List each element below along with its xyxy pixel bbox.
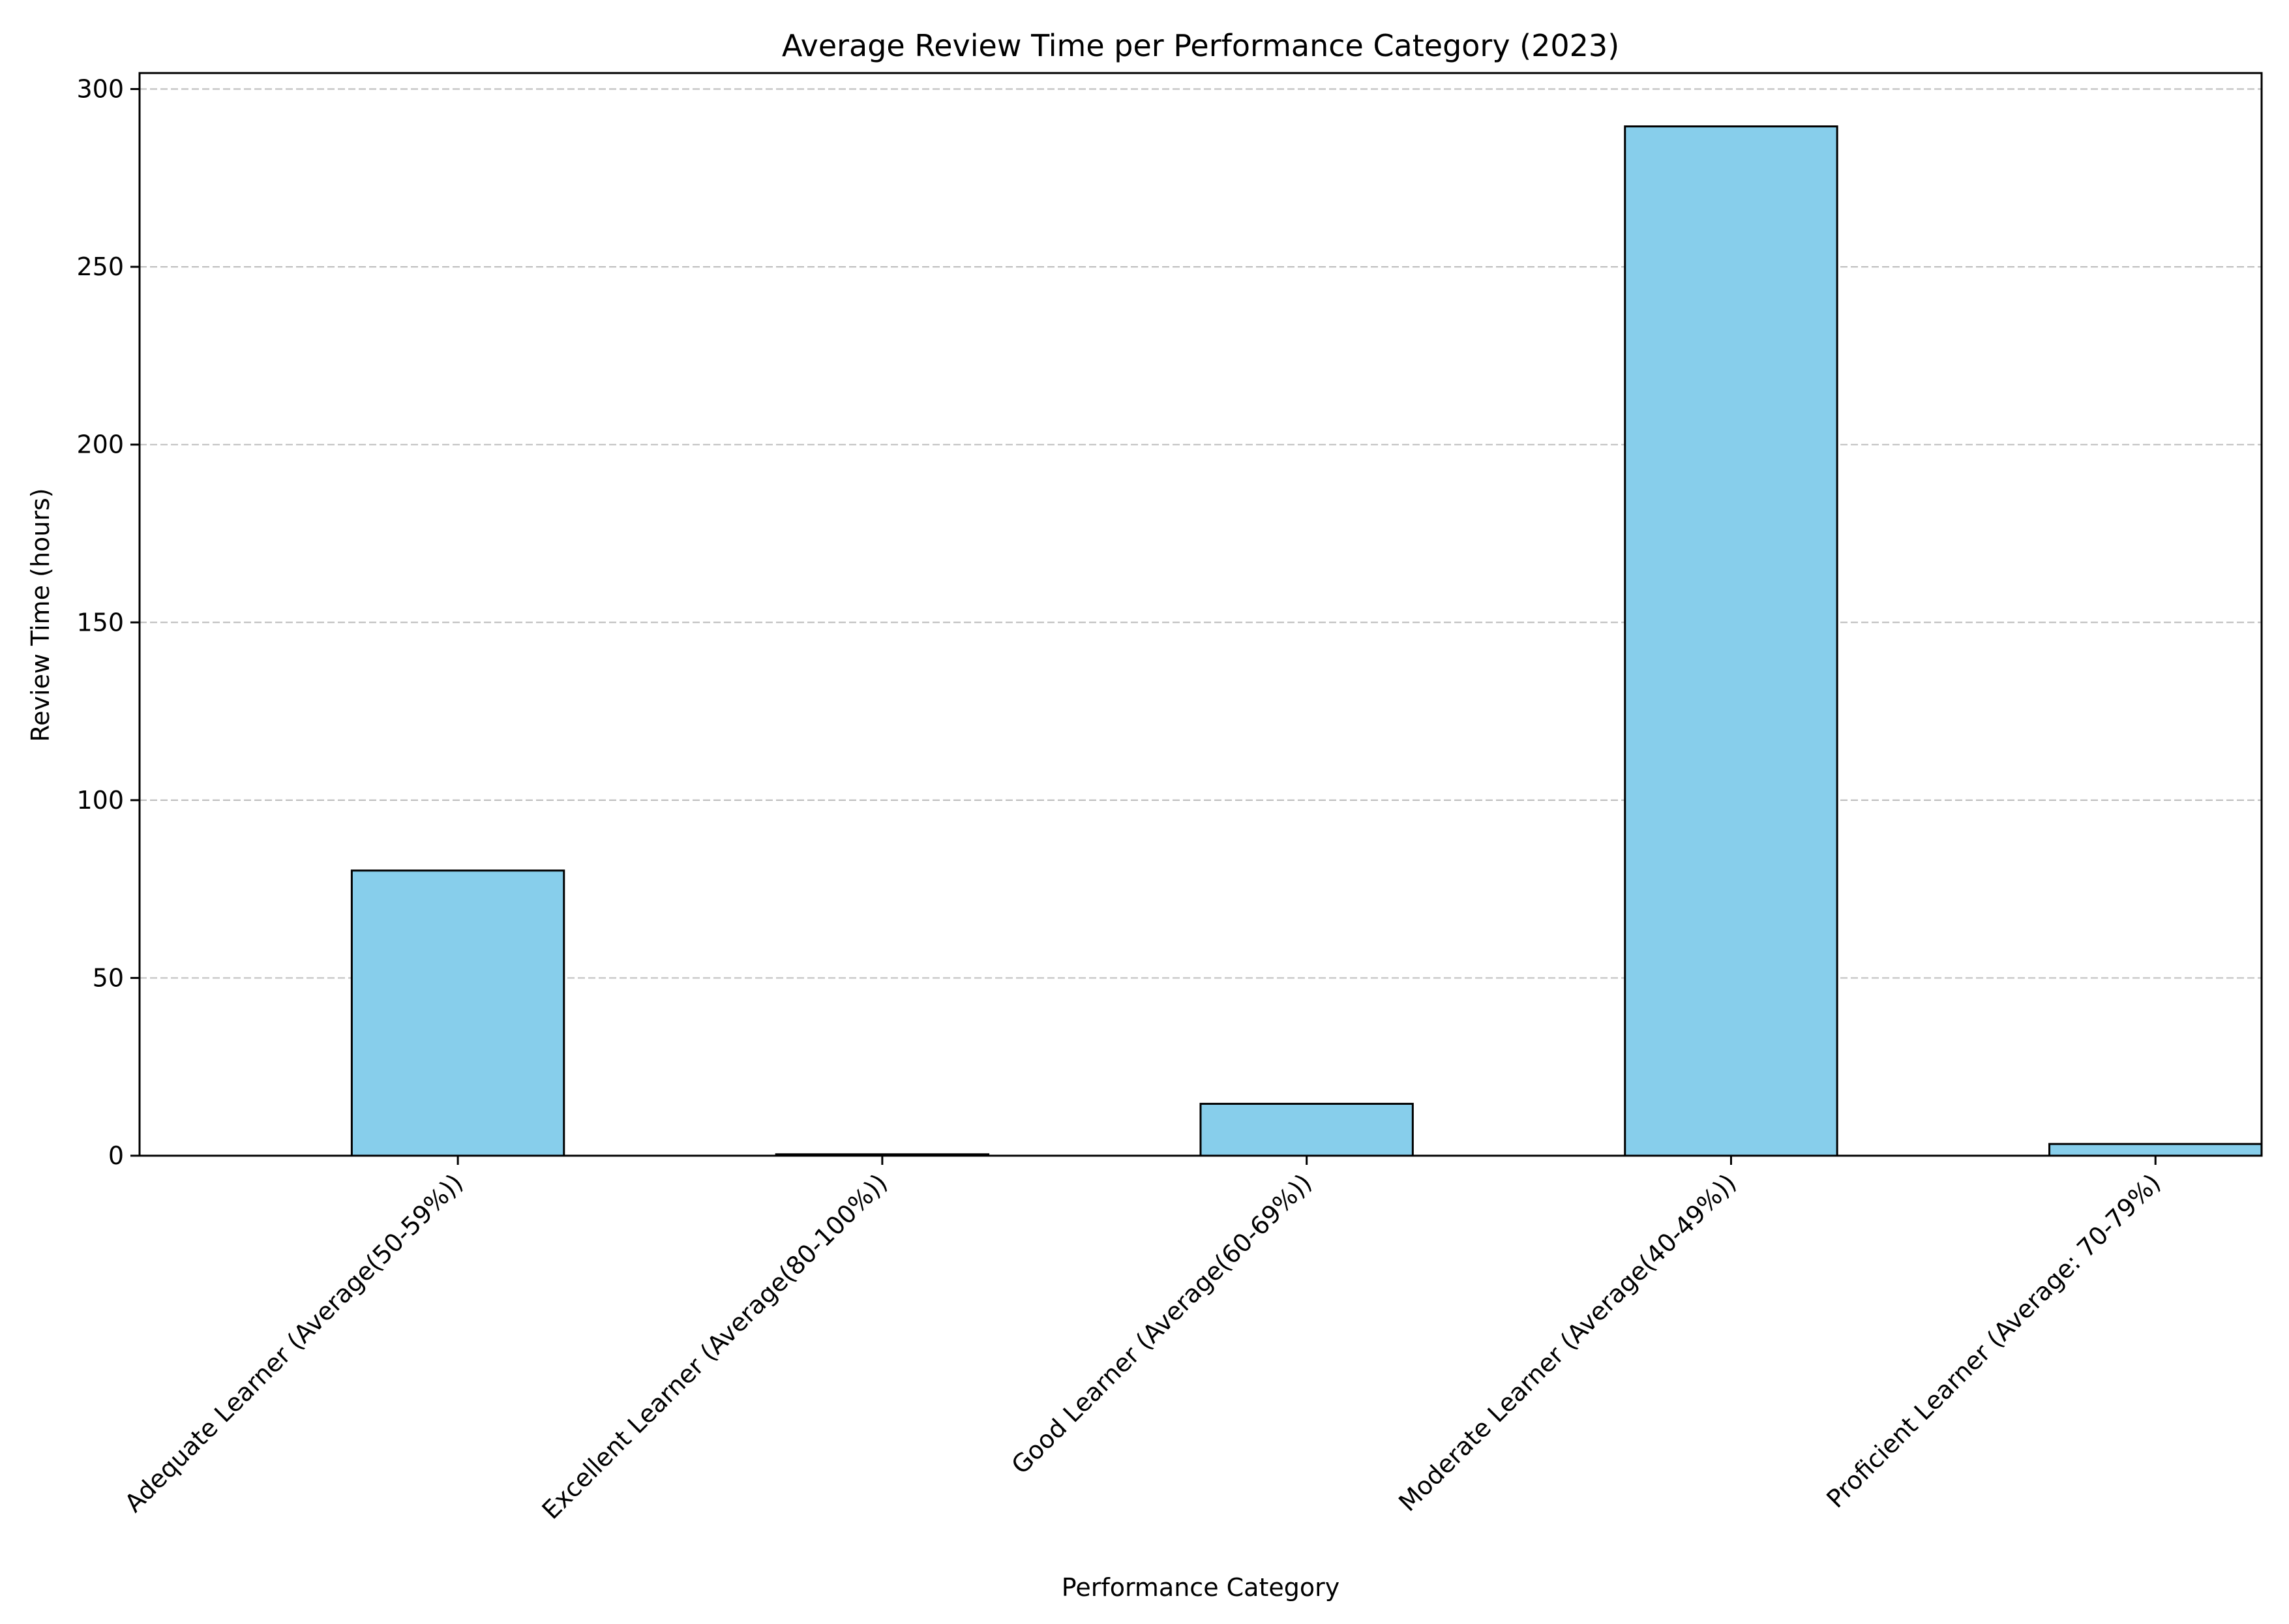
- x-tick-label: Moderate Learner (Average(40-49%)): [1393, 1168, 1742, 1517]
- plot-area-frame: [138, 72, 2263, 1157]
- chart-title: Average Review Time per Performance Cate…: [782, 28, 1619, 63]
- y-axis-ticks: 0 50 100 150 200 250 300: [76, 75, 140, 1170]
- y-tick-label: 250: [76, 252, 124, 281]
- y-axis-label: Review Time (hours): [26, 488, 55, 742]
- y-tick-label: 150: [76, 608, 124, 637]
- x-tick-label: Proficient Learner (Average: 70-79%): [1821, 1168, 2166, 1513]
- bar: [350, 869, 565, 1157]
- x-tick-label: Good Learner (Average(60-69%)): [1006, 1168, 1318, 1480]
- y-tick-label: 50: [93, 963, 124, 992]
- y-tick-label: 300: [76, 75, 124, 104]
- x-tick-label: Excellent Learner (Average(80-100%)): [537, 1168, 893, 1525]
- bar: [1199, 1102, 1414, 1157]
- grid-lines: [140, 88, 2262, 979]
- x-axis-label: Performance Category: [1062, 1573, 1339, 1602]
- bars: [350, 125, 2263, 1157]
- y-tick-label: 100: [76, 786, 124, 815]
- bar: [1624, 125, 1838, 1157]
- x-tick-label: Adequate Learner (Average(50-59%)): [119, 1168, 469, 1518]
- y-tick-label: 0: [108, 1141, 124, 1170]
- y-tick-label: 200: [76, 430, 124, 459]
- bar: [2048, 1143, 2263, 1157]
- x-axis-ticks: Adequate Learner (Average(50-59%)) Excell…: [119, 1156, 2166, 1525]
